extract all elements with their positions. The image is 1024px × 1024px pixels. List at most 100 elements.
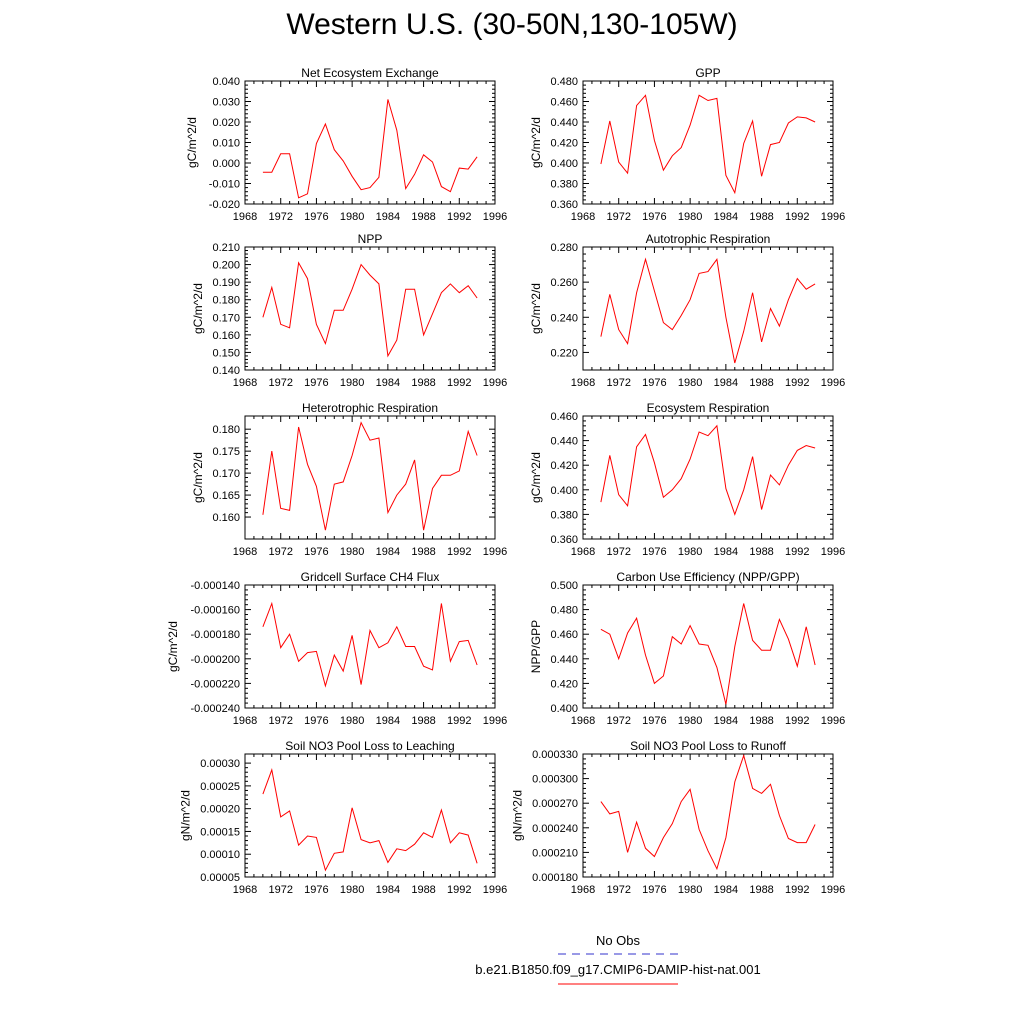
x-tick-label: 1992 [785, 211, 809, 223]
x-tick-label: 1988 [411, 884, 435, 896]
y-tick-label: 0.150 [212, 347, 240, 359]
y-axis-label: gC/m^2/d [529, 452, 543, 503]
x-tick-label: 1972 [606, 211, 630, 223]
y-tick-label: 0.00020 [200, 804, 240, 816]
panel-title: Ecosystem Respiration [647, 401, 770, 415]
y-tick-label: 0.440 [550, 654, 578, 666]
panel-2: NPP 1968 1972 1976 1980 1984 1988 1992 1996 0.140… [191, 232, 507, 389]
plot-frame [582, 80, 834, 205]
panel-3: Autotrophic Respiration 1968 1972 1976 1980 1… [529, 232, 845, 389]
series-line [600, 94, 816, 195]
y-axis-label: gN/m^2/d [179, 790, 193, 841]
y-tick-label: 0.480 [550, 76, 578, 88]
x-tick-label: 1984 [714, 211, 738, 223]
figure-title: Western U.S. (30-50N,130-105W) [286, 8, 738, 41]
y-axis-label: gN/m^2/d [510, 790, 524, 841]
y-tick-label: 0.200 [212, 260, 240, 272]
plot-frame [582, 753, 834, 878]
x-tick-label: 1980 [340, 884, 364, 896]
y-tick-label: 0.380 [550, 509, 578, 521]
x-tick-label: 1976 [304, 884, 328, 896]
panel-0: Net Ecosystem Exchange 1968 1972 1976 1980 19… [185, 66, 507, 223]
y-tick-label: 0.175 [212, 446, 240, 458]
x-tick-label: 1976 [642, 377, 666, 389]
x-tick-label: 1992 [785, 546, 809, 558]
x-tick-label: 1980 [678, 377, 702, 389]
series-line [600, 603, 816, 705]
y-tick-label: 0.170 [212, 468, 240, 480]
y-tick-label: 0.00030 [200, 758, 240, 770]
series-line [600, 424, 816, 516]
x-tick-label: 1984 [376, 211, 400, 223]
x-tick-label: 1996 [483, 546, 507, 558]
y-tick-label: 0.400 [550, 485, 578, 497]
y-axis-label: gC/m^2/d [529, 283, 543, 334]
x-tick-label: 1992 [447, 884, 471, 896]
x-tick-label: 1976 [304, 546, 328, 558]
x-tick-label: 1984 [714, 884, 738, 896]
y-tick-label: 0.210 [212, 242, 240, 254]
y-tick-label: 0.220 [550, 347, 578, 359]
x-tick-label: 1992 [785, 377, 809, 389]
y-axis-label: gC/m^2/d [185, 117, 199, 168]
y-tick-label: -0.010 [209, 179, 240, 191]
y-tick-label: 0.160 [212, 330, 240, 342]
series-line [600, 753, 816, 871]
x-tick-label: 1972 [268, 211, 292, 223]
x-tick-label: 1972 [268, 377, 292, 389]
series-line [262, 601, 478, 688]
x-tick-label: 1976 [642, 211, 666, 223]
y-tick-label: 0.165 [212, 490, 240, 502]
panel-title: Gridcell Surface CH4 Flux [301, 570, 440, 584]
x-tick-label: 1972 [268, 884, 292, 896]
y-tick-label: 0.000180 [532, 872, 578, 884]
x-tick-label: 1992 [785, 884, 809, 896]
x-tick-label: 1984 [376, 377, 400, 389]
plot-frame [244, 80, 496, 205]
panel-title: Heterotrophic Respiration [302, 401, 438, 415]
x-tick-label: 1992 [447, 546, 471, 558]
y-tick-label: 0.360 [550, 199, 578, 211]
y-tick-label: 0.420 [550, 678, 578, 690]
x-tick-label: 1996 [821, 377, 845, 389]
x-tick-label: 1980 [678, 884, 702, 896]
y-tick-label: 0.000240 [532, 823, 578, 835]
y-tick-label: 0.420 [550, 138, 578, 150]
y-tick-label: 0.170 [212, 312, 240, 324]
x-tick-label: 1972 [268, 546, 292, 558]
x-tick-label: 1988 [411, 715, 435, 727]
series-line [262, 421, 478, 531]
y-tick-label: 0.400 [550, 703, 578, 715]
panel-1: GPP 1968 1972 1976 1980 1984 1988 1992 1996 0.360… [529, 66, 845, 223]
y-tick-label: 0.460 [550, 629, 578, 641]
panel-4: Heterotrophic Respiration 1968 1972 1976 198… [191, 401, 507, 558]
series-line [600, 257, 816, 364]
y-tick-label: 0.000270 [532, 798, 578, 810]
panel-9: Soil NO3 Pool Loss to Runoff 1968 1972 1976… [510, 739, 845, 896]
x-tick-label: 1980 [678, 211, 702, 223]
panel-title: Net Ecosystem Exchange [301, 66, 439, 80]
y-tick-label: 0.440 [550, 117, 578, 129]
y-tick-label: 0.500 [550, 580, 578, 592]
plot-frame [582, 415, 834, 540]
x-tick-label: 1988 [749, 211, 773, 223]
y-axis-label: NPP/GPP [529, 620, 543, 673]
y-tick-label: 0.010 [212, 138, 240, 150]
x-tick-label: 1968 [571, 546, 595, 558]
y-axis-label: gC/m^2/d [191, 283, 205, 334]
x-tick-label: 1972 [606, 546, 630, 558]
x-tick-label: 1984 [376, 884, 400, 896]
y-tick-label: 0.000300 [532, 774, 578, 786]
plot-frame [244, 246, 496, 371]
x-tick-label: 1984 [376, 546, 400, 558]
x-tick-label: 1984 [714, 715, 738, 727]
x-tick-label: 1992 [447, 211, 471, 223]
series-line [262, 99, 478, 199]
y-tick-label: 0.260 [550, 277, 578, 289]
x-tick-label: 1972 [606, 377, 630, 389]
y-tick-label: 0.030 [212, 97, 240, 109]
panel-title: Autotrophic Respiration [646, 232, 771, 246]
x-tick-label: 1992 [447, 715, 471, 727]
x-tick-label: 1968 [233, 377, 257, 389]
